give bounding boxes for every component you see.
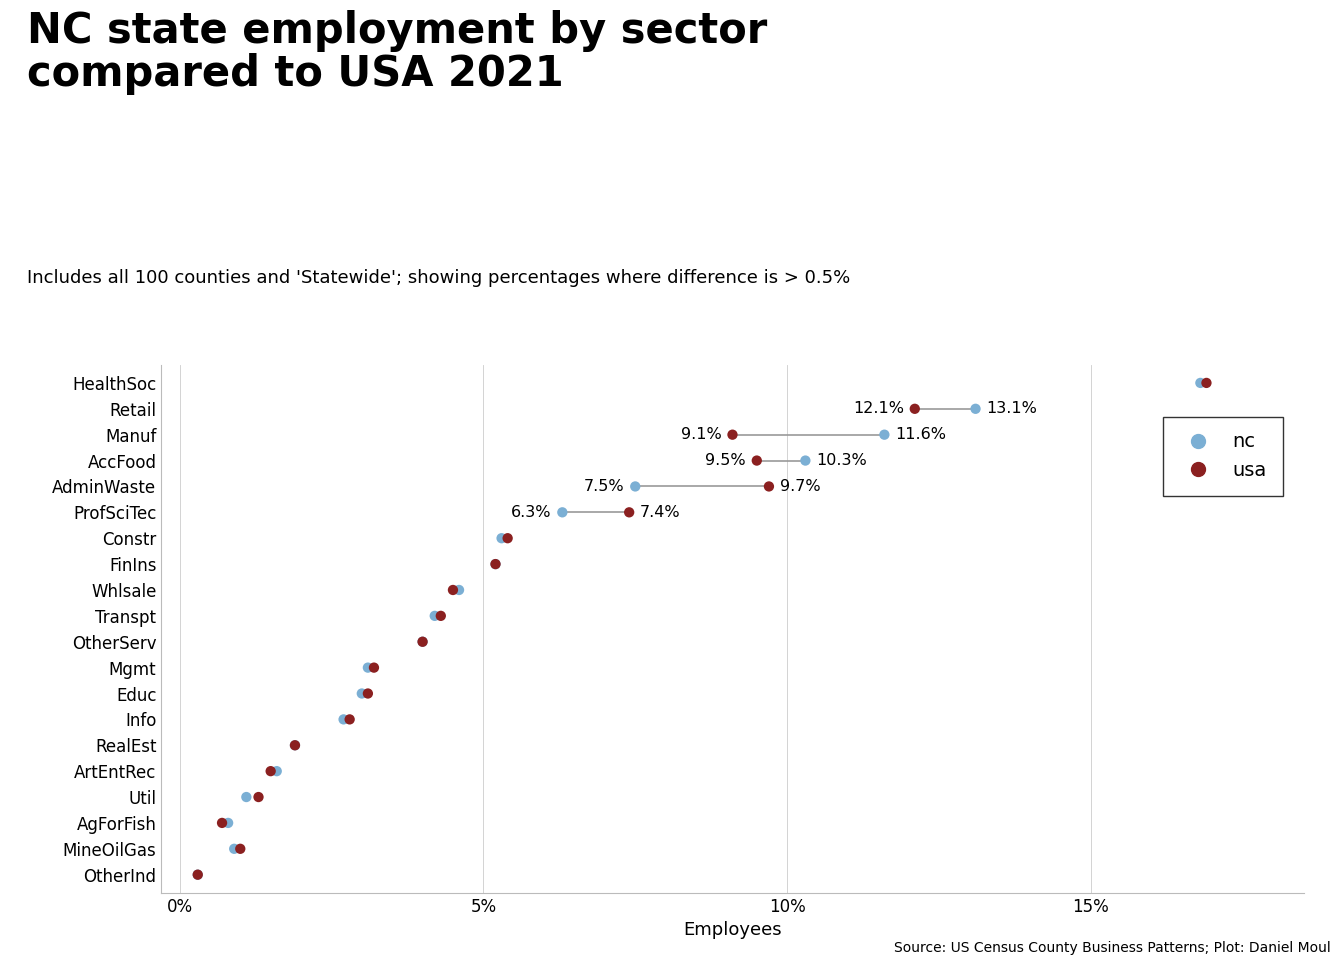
- Point: [430, 609, 452, 624]
- Point: [211, 815, 233, 830]
- Point: [223, 841, 245, 856]
- Point: [965, 401, 986, 417]
- Point: [423, 609, 445, 624]
- Point: [187, 867, 208, 882]
- Point: [284, 737, 305, 753]
- Point: [259, 763, 281, 779]
- Legend: nc, usa: nc, usa: [1163, 417, 1282, 495]
- Text: NC state employment by sector
compared to USA 2021: NC state employment by sector compared t…: [27, 10, 767, 95]
- Point: [551, 505, 573, 520]
- Point: [722, 427, 743, 443]
- Point: [746, 453, 767, 468]
- Point: [442, 583, 464, 598]
- Text: 13.1%: 13.1%: [986, 401, 1038, 417]
- Point: [449, 583, 470, 598]
- Point: [235, 789, 257, 804]
- Point: [411, 634, 433, 649]
- X-axis label: Employees: Employees: [683, 922, 782, 939]
- Text: 10.3%: 10.3%: [816, 453, 867, 468]
- Point: [1189, 375, 1211, 391]
- Point: [1196, 375, 1218, 391]
- Point: [874, 427, 895, 443]
- Point: [358, 685, 379, 701]
- Text: 12.1%: 12.1%: [853, 401, 905, 417]
- Text: 7.5%: 7.5%: [583, 479, 625, 494]
- Text: Source: US Census County Business Patterns; Plot: Daniel Moul: Source: US Census County Business Patter…: [894, 941, 1331, 955]
- Text: 11.6%: 11.6%: [895, 427, 946, 443]
- Point: [625, 479, 646, 494]
- Point: [485, 557, 507, 572]
- Point: [339, 711, 360, 727]
- Point: [411, 634, 433, 649]
- Point: [218, 815, 239, 830]
- Text: 6.3%: 6.3%: [511, 505, 551, 519]
- Point: [363, 660, 384, 675]
- Text: 7.4%: 7.4%: [640, 505, 681, 519]
- Point: [618, 505, 640, 520]
- Point: [230, 841, 251, 856]
- Point: [905, 401, 926, 417]
- Point: [351, 685, 372, 701]
- Point: [187, 867, 208, 882]
- Point: [758, 479, 780, 494]
- Text: 9.5%: 9.5%: [706, 453, 746, 468]
- Text: Includes all 100 counties and 'Statewide'; showing percentages where difference : Includes all 100 counties and 'Statewide…: [27, 269, 851, 287]
- Point: [497, 531, 519, 546]
- Text: 9.1%: 9.1%: [681, 427, 722, 443]
- Point: [284, 737, 305, 753]
- Point: [794, 453, 816, 468]
- Point: [333, 711, 355, 727]
- Point: [247, 789, 269, 804]
- Point: [266, 763, 288, 779]
- Point: [485, 557, 507, 572]
- Text: 9.7%: 9.7%: [780, 479, 820, 494]
- Point: [358, 660, 379, 675]
- Point: [491, 531, 512, 546]
